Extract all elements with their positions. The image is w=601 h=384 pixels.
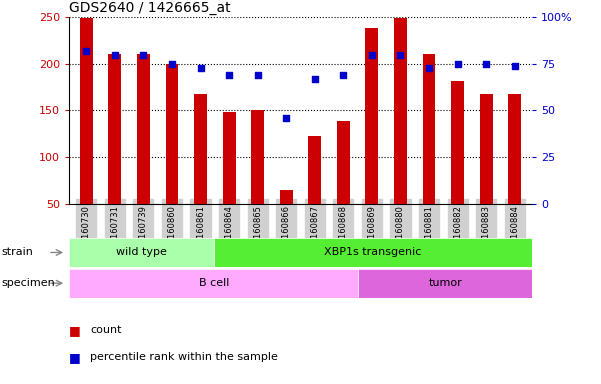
Point [224,72,234,78]
Point [196,65,206,71]
Text: ■: ■ [69,351,85,364]
Point [110,51,120,58]
Point [310,76,320,82]
Point [167,61,177,67]
Bar [222,112,236,204]
Bar [69,238,214,267]
Bar [508,94,521,204]
Bar [108,54,121,204]
Text: tumor: tumor [429,278,462,288]
Text: B cell: B cell [198,278,229,288]
Text: specimen: specimen [1,278,55,288]
Bar [214,238,532,267]
Text: wild type: wild type [116,247,167,258]
Bar [280,190,293,204]
Text: GDS2640 / 1426665_at: GDS2640 / 1426665_at [69,1,231,15]
Bar [194,94,207,204]
Point [139,51,148,58]
Bar [165,64,178,204]
Point [424,65,434,71]
Point [395,51,405,58]
Point [367,51,377,58]
Point [338,72,348,78]
Bar [308,136,321,204]
Text: strain: strain [1,247,33,258]
Bar [451,81,464,204]
Text: XBP1s transgenic: XBP1s transgenic [324,247,421,258]
Point [481,61,491,67]
Bar [80,18,93,204]
Text: percentile rank within the sample: percentile rank within the sample [90,352,278,362]
Text: ■: ■ [69,324,85,337]
Bar [337,121,350,204]
Point [253,72,263,78]
Point [281,115,291,121]
Bar [69,269,358,298]
Point [510,63,519,69]
Bar [480,94,493,204]
Bar [423,54,436,204]
Point [82,48,91,54]
Bar [358,269,532,298]
Bar [394,18,407,204]
Bar [251,111,264,204]
Bar [137,54,150,204]
Bar [365,28,379,204]
Point [453,61,462,67]
Text: count: count [90,325,121,335]
